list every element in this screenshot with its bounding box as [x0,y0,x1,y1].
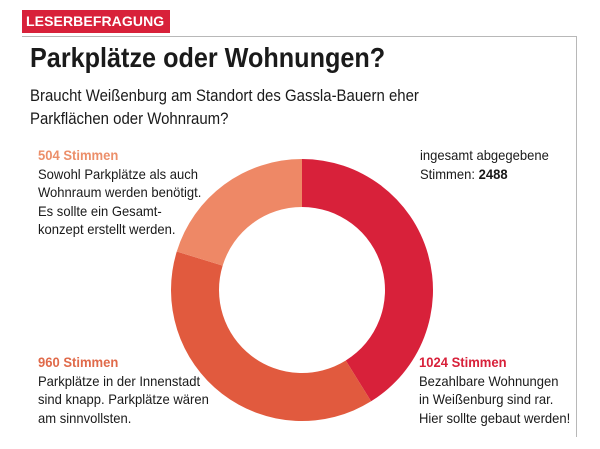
chart-title: Parkplätze oder Wohnungen? [30,42,386,73]
donut-slice-960 [171,251,372,421]
slice-label: 960 Stimmen [38,354,119,370]
total-text-line: ingesamt abgegebene [420,147,549,163]
slice-label: 1024 Stimmen [419,354,507,370]
slice-note-960: 960 Stimmen Parkplätze in der Innenstadt… [38,353,209,427]
slice-text-line: am sinnvollsten. [38,409,132,426]
total-text-line: Stimmen: 2488 [420,165,549,184]
subtitle-line: Parkflächen oder Wohnraum? [30,109,229,128]
slice-text-line: Hier sollte gebaut werden! [419,409,571,426]
slice-text-line: Parkplätze in der Innenstadt [38,372,201,389]
subtitle-line: Braucht Weißenburg am Standort des Gassl… [30,86,419,105]
slice-text-line: Sowohl Parkplätze als auch [38,165,198,182]
section-badge: LESERBEFRAGUNG [22,10,171,33]
slice-text-line: konzept erstellt werden. [38,221,176,237]
slice-note-504: 504 Stimmen Sowohl Parkplätze als auch W… [38,146,201,239]
total-votes-note: ingesamt abgegebene Stimmen: 2488 [420,146,549,183]
chart-subtitle: Braucht Weißenburg am Standort des Gassl… [30,84,558,130]
slice-text-line: Wohnraum werden benötigt. [38,184,202,200]
slice-note-1024: 1024 Stimmen Bezahlbare Wohnungen in Wei… [419,353,570,427]
total-label: Stimmen: [420,165,479,182]
total-value: 2488 [478,165,508,182]
slice-text-line: sind knapp. Parkplätze wären [38,391,209,407]
slice-label: 504 Stimmen [38,147,119,163]
donut-slice-1024 [302,159,434,402]
chart-frame [22,36,577,437]
slice-text-line: Bezahlbare Wohnungen [419,372,559,389]
donut-slice-504 [176,159,302,266]
slice-text-line: in Weißenburg sind rar. [419,391,554,407]
slice-text-line: Es sollte ein Gesamt- [38,202,162,219]
